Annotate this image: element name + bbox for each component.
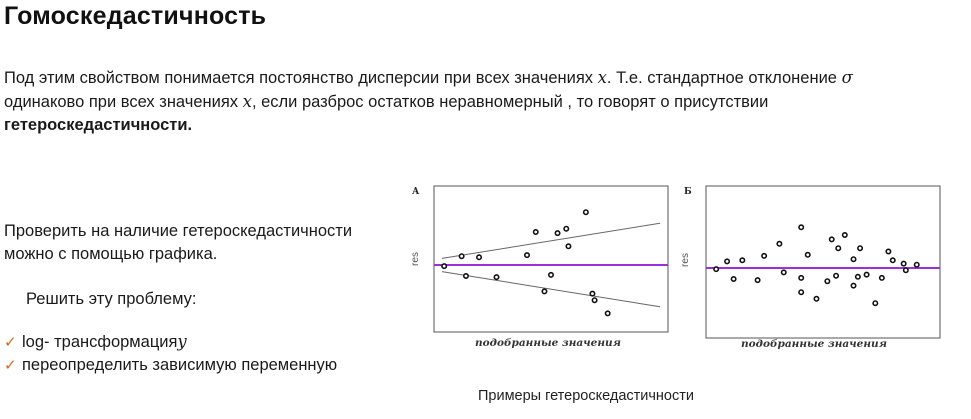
data-point bbox=[476, 254, 483, 261]
data-point bbox=[835, 245, 842, 252]
data-point bbox=[828, 236, 835, 243]
data-point bbox=[563, 225, 570, 232]
page-title: Гомоскедастичность bbox=[4, 2, 267, 30]
data-point bbox=[754, 277, 761, 284]
data-point bbox=[532, 228, 539, 235]
check-line-2: можно с помощью графика. bbox=[4, 245, 218, 263]
data-point bbox=[833, 272, 840, 279]
data-point bbox=[854, 273, 861, 280]
data-point bbox=[804, 251, 811, 258]
check-instruction: Проверить на наличие гетероскедастичност… bbox=[4, 220, 352, 266]
data-point bbox=[885, 248, 892, 255]
data-point bbox=[524, 252, 531, 259]
scatter-chart-b: Б res подобранные значения bbox=[680, 185, 941, 350]
data-point bbox=[889, 257, 896, 264]
data-point bbox=[913, 261, 920, 268]
bullet-text: log- трансформация bbox=[22, 333, 178, 351]
data-point bbox=[761, 252, 768, 259]
data-point bbox=[863, 271, 870, 278]
data-point bbox=[554, 230, 561, 237]
data-point bbox=[878, 274, 885, 281]
para-text-4: , если разброс остатков неравномерный , … bbox=[251, 93, 769, 111]
data-point bbox=[850, 282, 857, 289]
trend-bound-line bbox=[441, 222, 661, 259]
math-x: x bbox=[242, 92, 252, 111]
data-point bbox=[548, 271, 555, 278]
data-point bbox=[824, 278, 831, 285]
check-line-1: Проверить на наличие гетероскедастичност… bbox=[4, 222, 353, 240]
trend-bound-line bbox=[441, 271, 661, 308]
scatter-chart-a: А res подобранные значения bbox=[410, 185, 669, 349]
data-point bbox=[591, 297, 598, 304]
data-point bbox=[780, 269, 787, 276]
data-point bbox=[441, 263, 448, 270]
data-point bbox=[857, 245, 864, 252]
para-text-3: одинаково при всех значениях bbox=[4, 93, 243, 111]
data-point bbox=[713, 266, 720, 273]
para-bold-term: гетероскедастичности. bbox=[4, 116, 193, 134]
checkmark-icon: ✓ bbox=[4, 334, 17, 351]
figure-caption: Примеры гетероскедастичности bbox=[478, 388, 694, 404]
data-point bbox=[458, 253, 465, 260]
checkmark-icon: ✓ bbox=[4, 357, 17, 374]
data-point bbox=[798, 289, 805, 296]
definition-paragraph: Под этим свойством понимается постоянств… bbox=[4, 66, 969, 137]
solution-list: ✓ log- трансформация y ✓ переопределить … bbox=[4, 330, 337, 377]
data-point bbox=[850, 256, 857, 263]
data-point bbox=[776, 240, 783, 247]
data-point bbox=[462, 273, 469, 280]
plot-area bbox=[434, 209, 668, 317]
data-point bbox=[565, 243, 572, 250]
y-axis-label: res bbox=[410, 252, 421, 266]
para-text-1: Под этим свойством понимается постоянств… bbox=[4, 69, 598, 87]
math-y: y bbox=[177, 332, 187, 351]
data-point bbox=[582, 209, 589, 216]
solve-label: Решить эту проблему: bbox=[26, 290, 197, 308]
math-sigma: σ bbox=[841, 68, 853, 87]
para-text-2: . Т.е. стандартное отклонение bbox=[606, 69, 842, 87]
data-point bbox=[798, 274, 805, 281]
data-point bbox=[798, 224, 805, 231]
data-point bbox=[900, 260, 907, 267]
data-point bbox=[493, 274, 500, 281]
math-x: x bbox=[597, 68, 607, 87]
plot-area bbox=[706, 224, 940, 307]
x-axis-label: подобранные значения bbox=[475, 337, 621, 349]
bullet-text: переопределить зависимую переменную bbox=[22, 356, 338, 374]
panel-label: А bbox=[412, 187, 420, 197]
data-point bbox=[739, 257, 746, 264]
data-point bbox=[604, 310, 611, 317]
data-point bbox=[589, 290, 596, 297]
list-item: ✓ log- трансформация y bbox=[4, 330, 337, 354]
data-point bbox=[872, 300, 879, 307]
data-point bbox=[841, 231, 848, 238]
data-point bbox=[724, 258, 731, 265]
data-point bbox=[902, 267, 909, 274]
x-axis-label: подобранные значения bbox=[741, 338, 887, 350]
data-point bbox=[730, 276, 737, 283]
data-point bbox=[813, 295, 820, 302]
list-item: ✓ переопределить зависимую переменную bbox=[4, 354, 337, 377]
panel-label: Б bbox=[684, 187, 692, 197]
data-point bbox=[541, 288, 548, 295]
y-axis-label: res bbox=[680, 253, 691, 267]
